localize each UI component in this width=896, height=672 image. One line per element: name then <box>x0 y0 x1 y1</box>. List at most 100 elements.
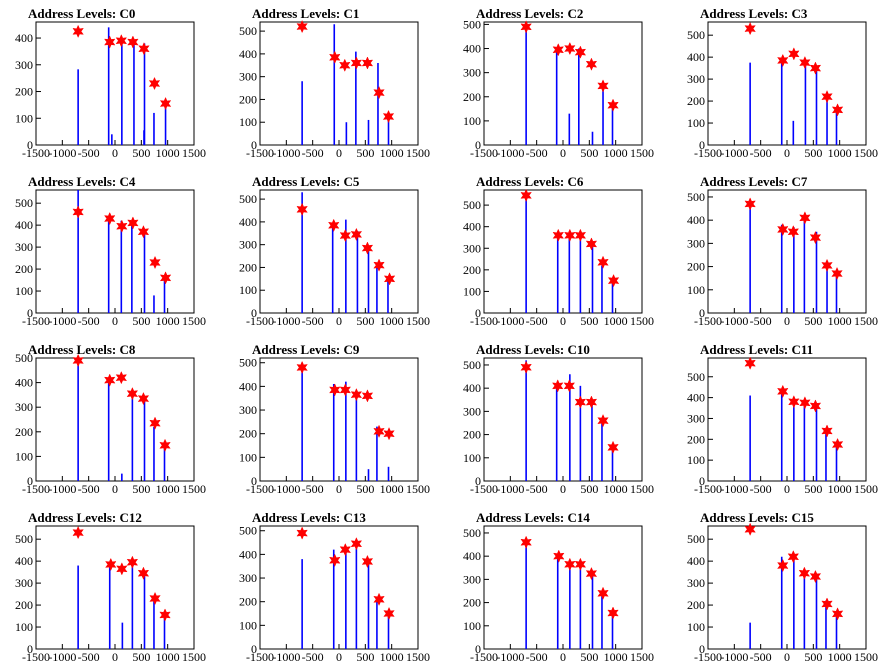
peak-marker <box>149 255 161 270</box>
chart-title: Address Levels: C12 <box>28 510 142 525</box>
y-tick-label: 500 <box>239 24 257 38</box>
y-tick-label: 0 <box>27 306 33 320</box>
peak-marker <box>373 258 385 272</box>
x-tick-label: -500 <box>78 314 100 328</box>
peak-marker <box>831 607 844 621</box>
y-tick-label: 500 <box>687 532 705 546</box>
x-tick-label: 1000 <box>604 650 628 664</box>
x-tick-label: -1500 <box>470 650 498 664</box>
x-tick-label: 1500 <box>182 314 206 328</box>
x-tick-label: 500 <box>132 314 150 328</box>
plot-frame <box>35 21 195 146</box>
peak-marker <box>777 558 789 573</box>
x-tick-label: 500 <box>804 146 822 160</box>
peak-marker <box>116 219 128 233</box>
chart-title: Address Levels: C15 <box>700 510 814 525</box>
plot-frame <box>259 189 419 314</box>
peak-marker <box>105 557 117 572</box>
plot-frame <box>707 21 867 146</box>
x-tick-label: 1000 <box>604 146 628 160</box>
x-tick-label: 1000 <box>156 314 180 328</box>
peak-marker <box>72 353 84 368</box>
peak-marker <box>585 57 598 71</box>
histogram-plot: 0 100 200 300 400 500 -1500-1000 -500 0 500 1000 15… <box>687 356 878 496</box>
y-tick-label: 500 <box>15 532 33 546</box>
chart-title: Address Levels: C2 <box>476 6 584 21</box>
y-tick-label: 100 <box>687 116 705 130</box>
peak-marker <box>552 228 564 242</box>
x-tick-label: -1000 <box>48 146 76 160</box>
y-tick-label: 0 <box>699 138 705 152</box>
y-tick-label: 400 <box>239 47 257 61</box>
x-tick-label: -1500 <box>694 146 722 160</box>
peak-marker <box>339 58 351 72</box>
x-tick-label: -500 <box>78 482 100 496</box>
x-tick-label: -500 <box>526 314 548 328</box>
peak-marker <box>744 21 756 36</box>
plot-frame <box>259 525 419 650</box>
x-tick-label: 1500 <box>406 314 430 328</box>
y-tick-label: 400 <box>463 549 481 563</box>
histogram-plot: 0 100 200 300 400 500 -1500-1000 -500 0 500 1000 15… <box>463 525 654 664</box>
x-tick-label: 0 <box>560 482 566 496</box>
chart-title: Address Levels: C14 <box>476 510 590 525</box>
y-tick-label: 0 <box>475 642 481 656</box>
y-tick-label: 400 <box>687 554 705 568</box>
histogram-plot: 0 100 200 300 400 500 -1500-1000 -500 0 500 1000 15… <box>15 351 206 496</box>
plot-frame <box>259 21 419 146</box>
y-tick-label: 400 <box>687 50 705 64</box>
x-tick-label: 500 <box>804 650 822 664</box>
chart-title: Address Levels: C0 <box>28 6 136 21</box>
x-tick-label: -1500 <box>22 650 50 664</box>
y-tick-label: 200 <box>687 432 705 446</box>
x-tick-label: 1500 <box>406 650 430 664</box>
y-tick-label: 300 <box>239 70 257 84</box>
peak-marker <box>809 569 822 584</box>
peak-marker <box>821 424 833 438</box>
chart-title: Address Levels: C9 <box>252 342 360 357</box>
peak-marker <box>777 222 789 237</box>
x-tick-label: -1500 <box>694 650 722 664</box>
histogram-plot: 0 100 200 300 400 500 -1500-1000 -500 0 500 1000 15… <box>239 356 430 496</box>
chart-title: Address Levels: C8 <box>28 342 136 357</box>
x-tick-label: 0 <box>560 146 566 160</box>
peak-marker <box>72 24 84 38</box>
histogram-panel: Address Levels: C10 0 100 200 300 400 500 -1500… <box>448 336 672 504</box>
peak-marker <box>72 205 84 219</box>
y-tick-label: 200 <box>239 595 257 609</box>
y-tick-label: 400 <box>239 379 257 393</box>
histogram-panel: Address Levels: C0 0 100 200 300 400 -1500 -100… <box>0 0 224 168</box>
histogram-panel: Address Levels: C15 0 100 200 300 400 500 -1500… <box>672 504 896 672</box>
y-tick-label: 0 <box>27 138 33 152</box>
plot-frame <box>35 189 195 314</box>
peak-marker <box>149 416 161 430</box>
y-tick-label: 400 <box>687 213 705 227</box>
peak-marker <box>159 438 171 452</box>
y-tick-label: 300 <box>463 404 481 418</box>
peak-marker <box>799 56 811 70</box>
peak-marker <box>574 557 587 571</box>
y-tick-label: 300 <box>463 572 481 586</box>
plot-frame <box>707 525 867 650</box>
peak-marker <box>744 197 756 211</box>
histogram-panel: Address Levels: C14 0 100 200 300 400 500 -1500… <box>448 504 672 672</box>
histogram-plot: 0 100 200 300 400 500 -1500-1000 -500 0 500 1000 15… <box>687 522 878 664</box>
x-tick-label: -500 <box>750 482 772 496</box>
peak-marker <box>329 50 341 64</box>
y-tick-label: 100 <box>15 620 33 634</box>
y-tick-label: 100 <box>239 115 257 129</box>
x-tick-label: -500 <box>302 650 324 664</box>
y-tick-label: 100 <box>15 449 33 463</box>
peak-marker <box>127 35 139 49</box>
peak-marker <box>138 42 150 56</box>
x-tick-label: 500 <box>804 314 822 328</box>
chart-title: Address Levels: C11 <box>700 342 814 357</box>
histogram-panel: Address Levels: C6 0 100 200 300 400 500 -1500-… <box>448 168 672 336</box>
x-tick-label: -1500 <box>22 482 50 496</box>
x-tick-label: 1500 <box>182 146 206 160</box>
peak-marker <box>787 225 800 239</box>
x-tick-label: 1000 <box>380 146 404 160</box>
peak-marker <box>373 592 385 606</box>
x-tick-label: 0 <box>112 146 118 160</box>
